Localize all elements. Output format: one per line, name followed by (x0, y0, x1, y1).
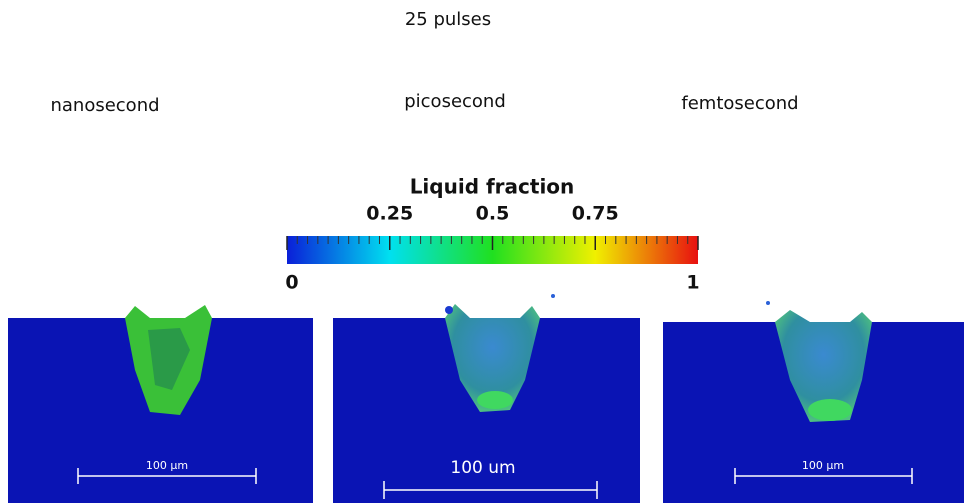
colorbar-tick-label: 0.25 (366, 203, 413, 225)
figure: 25 pulses nanosecond picosecond femtosec… (0, 0, 964, 503)
scale-bar-label: 100 µm (802, 459, 844, 472)
droplet (766, 301, 770, 305)
figure-title: 25 pulses (405, 9, 491, 30)
panel-label: femtosecond (681, 93, 798, 114)
colorbar-tick-label: 0.75 (572, 203, 619, 225)
panel-label: picosecond (404, 91, 506, 112)
colorbar-tick-label: 1 (686, 272, 699, 294)
colorbar-title: Liquid fraction (410, 175, 575, 199)
droplet (551, 294, 555, 298)
scale-bar-label: 100 um (450, 458, 515, 478)
colorbar-tick-label: 0 (285, 272, 298, 294)
melt-bottom (477, 391, 513, 409)
melt-bottom (808, 399, 852, 421)
scale-bar-label: 100 µm (146, 459, 188, 472)
droplet (445, 306, 453, 314)
colorbar-tick-label: 0.5 (476, 203, 510, 225)
panel-label: nanosecond (50, 95, 159, 116)
